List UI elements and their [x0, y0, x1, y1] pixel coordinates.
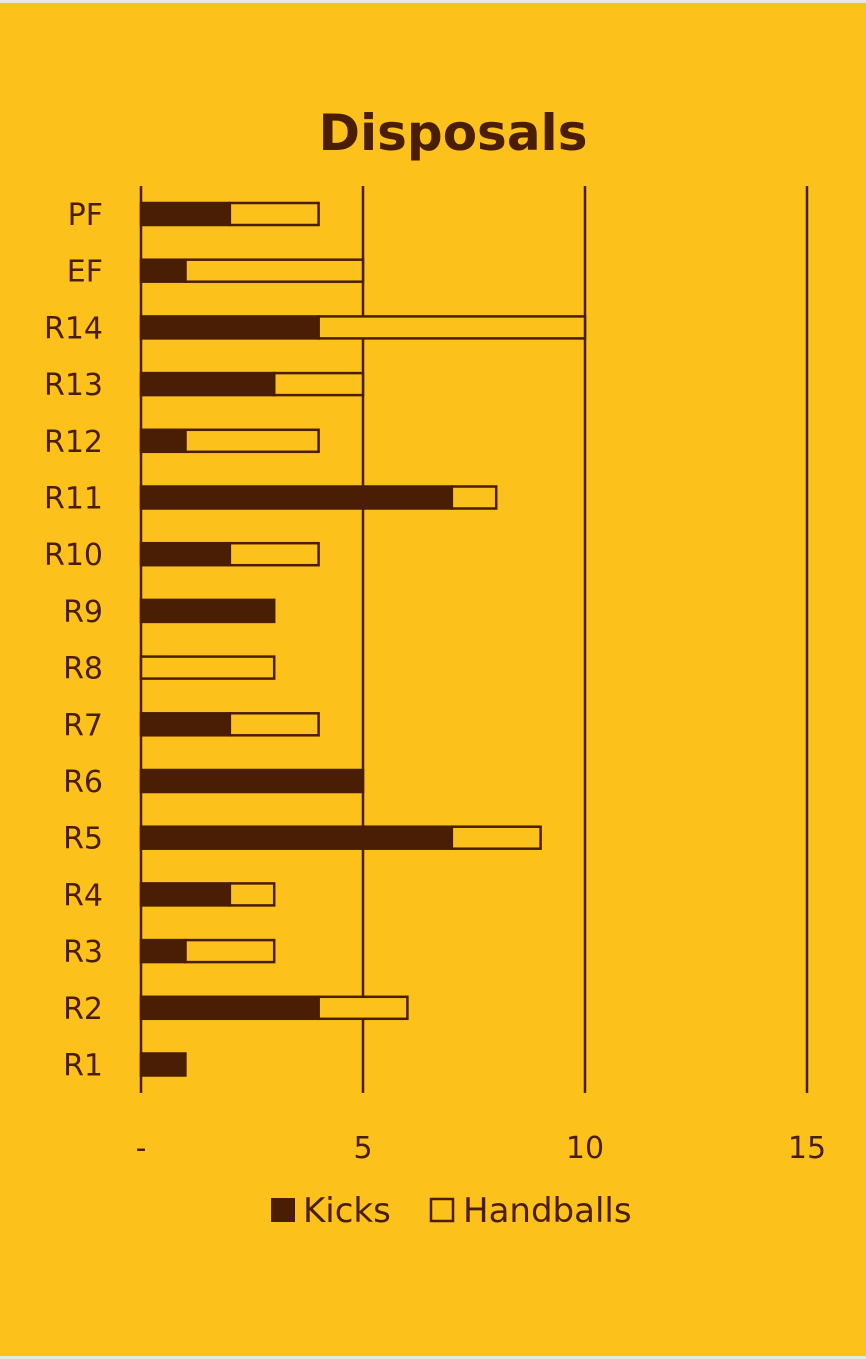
x-tick-label: 15 — [788, 1131, 826, 1166]
bottom-border — [0, 1356, 866, 1359]
bar-handballs — [272, 371, 365, 397]
legend-handballs-swatch — [429, 1197, 455, 1223]
y-tick-label: R4 — [63, 878, 103, 913]
y-tick-label: EF — [67, 255, 103, 290]
y-tick-label: PF — [68, 198, 103, 233]
bar-kicks — [139, 825, 454, 850]
bar-kicks — [139, 995, 320, 1021]
bar-kicks — [139, 768, 365, 794]
x-tick-label: - — [136, 1131, 147, 1166]
bar-kicks — [139, 598, 276, 624]
bar-handballs — [228, 541, 320, 567]
bar-kicks — [139, 201, 232, 227]
y-axis-labels: PF EF R14 R13 R12 R11 R10 R9 R8 R7 R6 R5 R4 R3 R2 R1 — [44, 198, 103, 1084]
chart-title: Disposals — [319, 104, 588, 162]
bar-kicks — [139, 541, 232, 567]
y-tick-label: R9 — [63, 595, 103, 630]
bar-kicks — [139, 258, 187, 283]
y-tick-label: R1 — [63, 1049, 103, 1084]
bar-handballs — [228, 882, 276, 907]
top-border — [0, 0, 866, 3]
y-tick-label: R3 — [63, 935, 103, 970]
y-tick-label: R13 — [44, 368, 103, 403]
y-tick-label: R8 — [63, 652, 103, 687]
legend-kicks-label: Kicks — [303, 1191, 391, 1231]
y-tick-label: R2 — [63, 992, 103, 1027]
bar-handballs — [139, 655, 276, 680]
y-tick-label: R5 — [63, 822, 103, 857]
bar-handballs — [317, 995, 409, 1021]
bar-kicks — [139, 371, 276, 397]
bar-kicks — [139, 938, 187, 964]
legend-handballs-label: Handballs — [463, 1191, 632, 1231]
bar-handballs — [228, 712, 320, 737]
bar-kicks — [139, 1052, 187, 1077]
bar-handballs — [450, 485, 498, 510]
y-tick-label: R7 — [63, 708, 103, 743]
bar-handballs — [184, 938, 276, 964]
bars — [139, 201, 587, 1077]
legend: Kicks Handballs — [271, 1191, 632, 1231]
y-tick-label: R6 — [63, 765, 103, 800]
legend-kicks-swatch — [271, 1198, 295, 1222]
bar-handballs — [450, 825, 542, 850]
bar-kicks — [139, 315, 320, 340]
bar-handballs — [228, 201, 320, 227]
x-axis-labels: - 5 10 15 — [136, 1131, 827, 1166]
bar-kicks — [139, 485, 454, 510]
y-tick-label: R14 — [44, 311, 103, 346]
x-tick-label: 10 — [566, 1131, 604, 1166]
bar-handballs — [317, 315, 587, 340]
bar-kicks — [139, 712, 232, 737]
bar-kicks — [139, 428, 187, 454]
bar-handballs — [184, 258, 365, 283]
bar-handballs — [184, 428, 320, 454]
y-tick-label: R11 — [44, 482, 103, 517]
y-tick-label: R10 — [44, 538, 103, 573]
y-tick-label: R12 — [44, 425, 103, 460]
x-tick-label: 5 — [353, 1131, 372, 1166]
bar-kicks — [139, 882, 232, 907]
